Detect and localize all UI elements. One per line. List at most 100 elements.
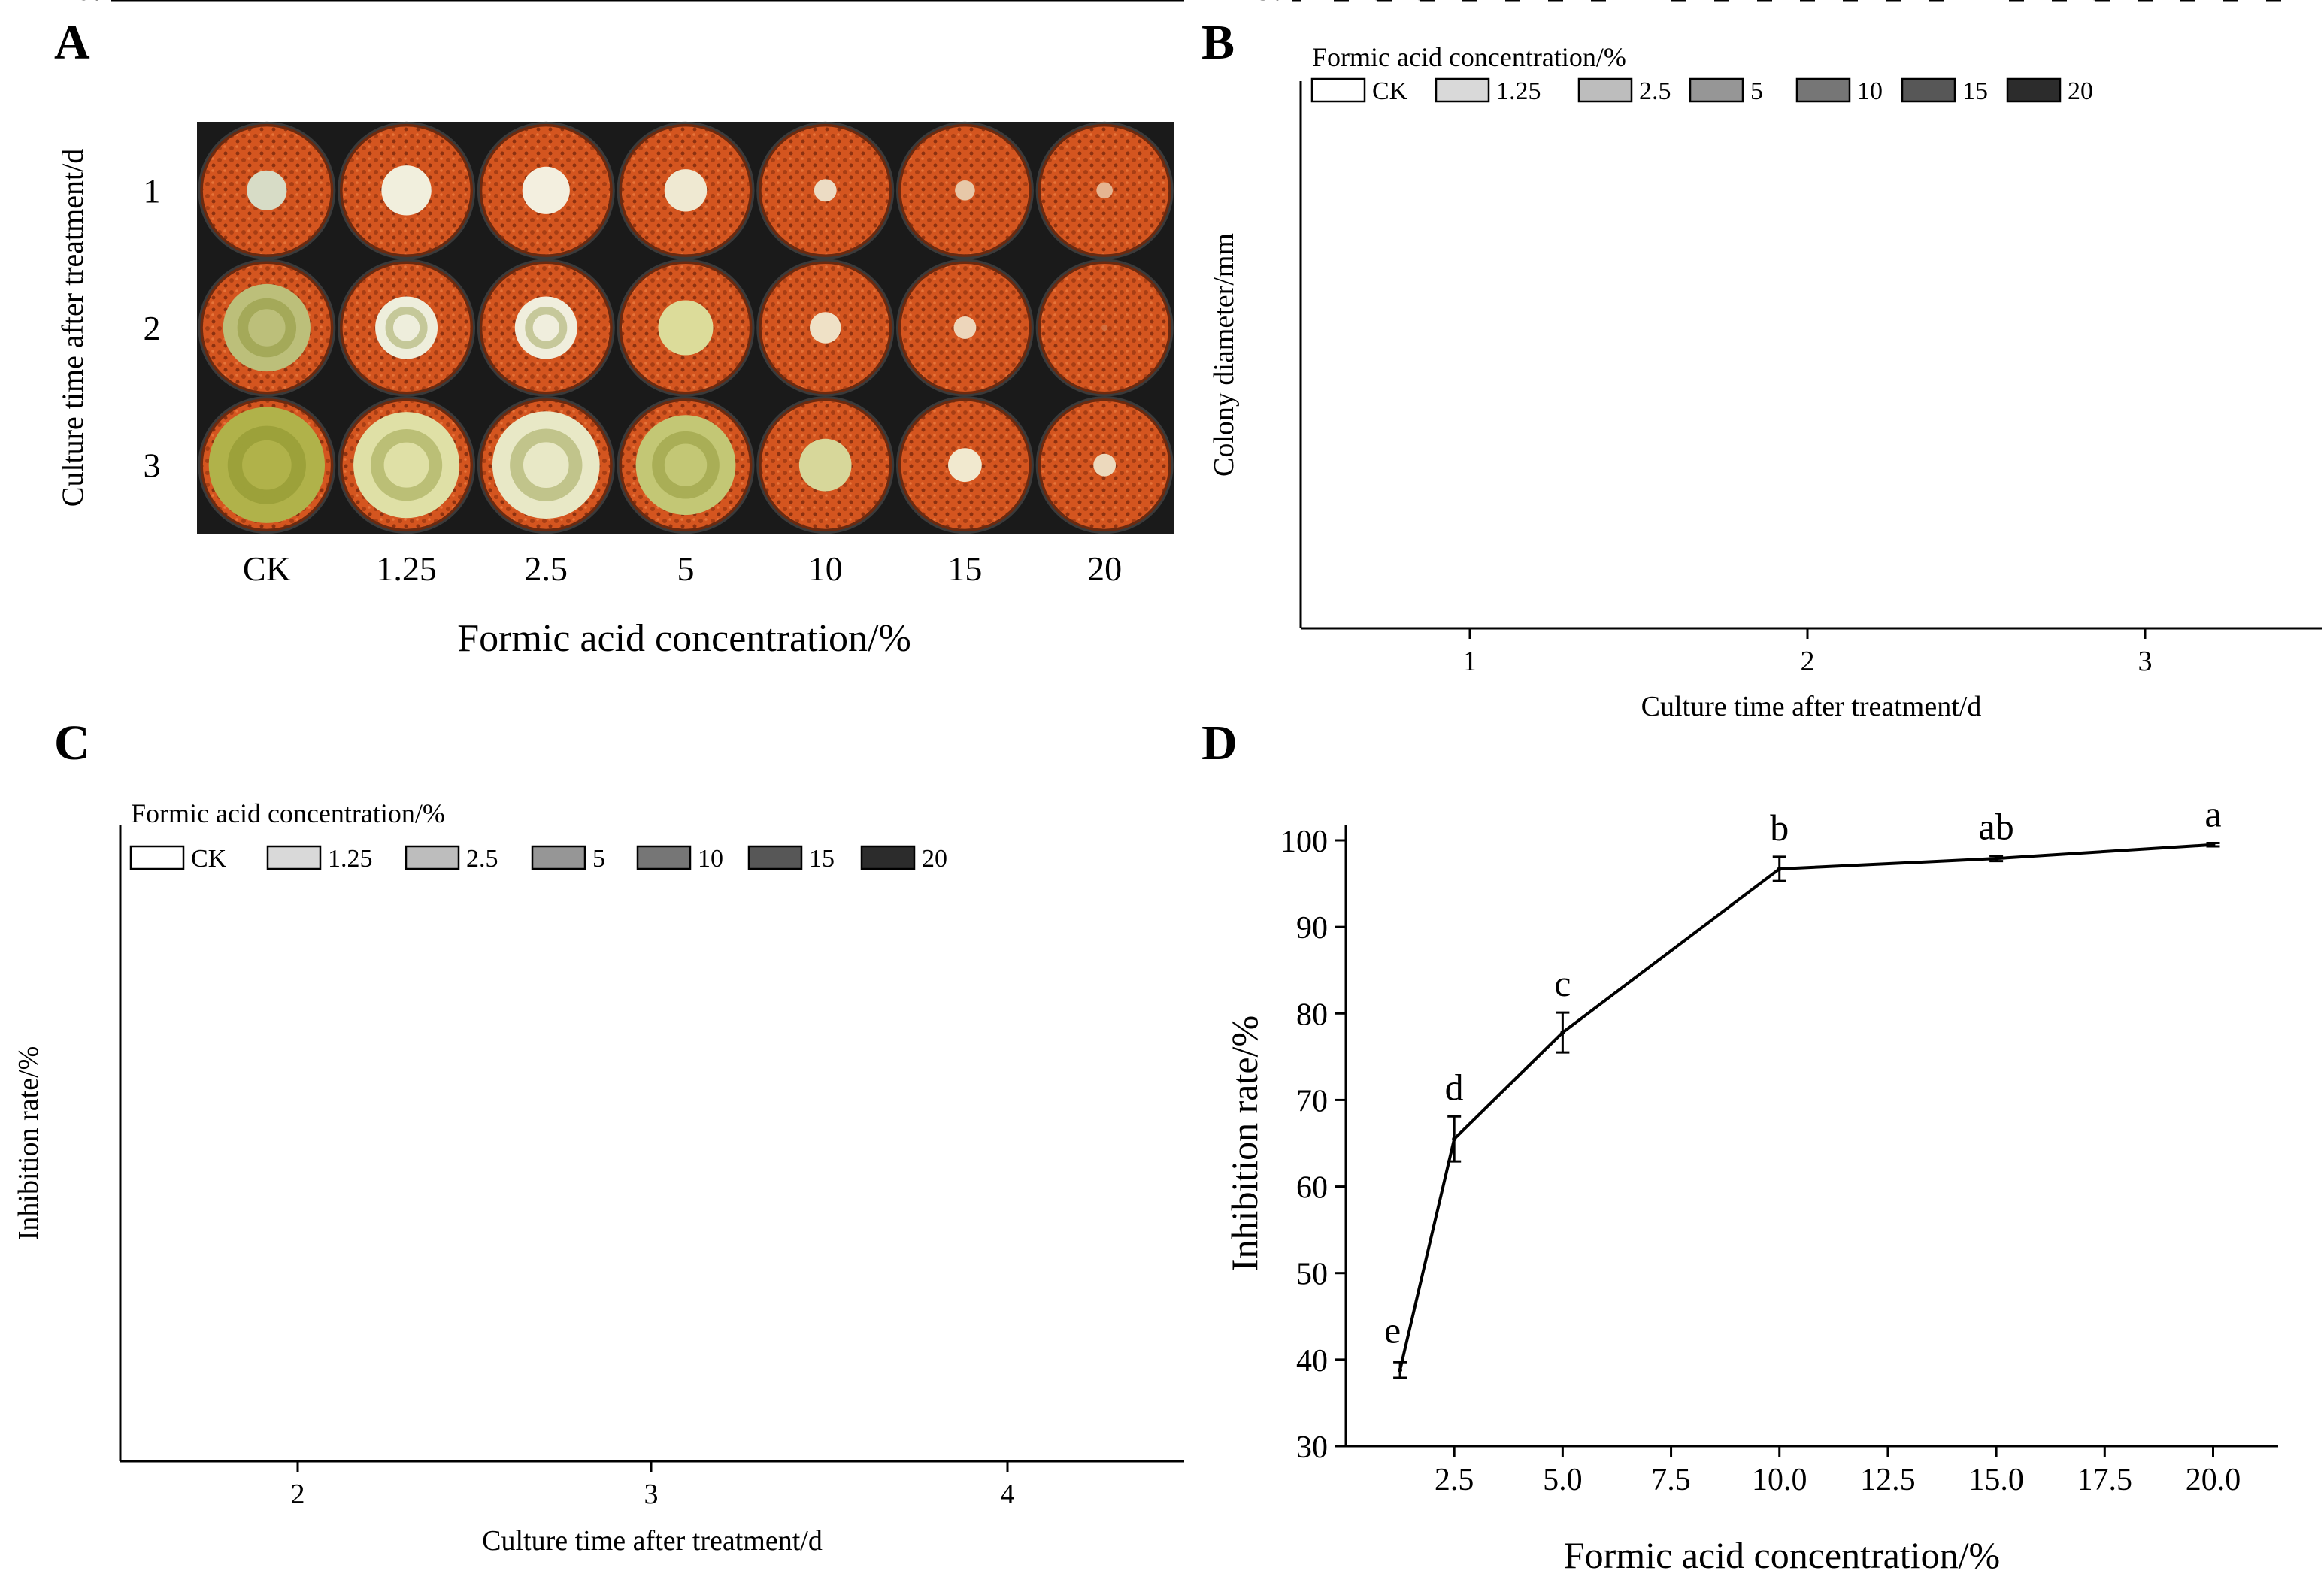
column-label: 5 xyxy=(677,549,695,588)
significance-letter: c xyxy=(1507,0,1518,6)
significance-letter: b xyxy=(1103,0,1117,6)
fungal-colony xyxy=(955,180,975,201)
fungal-colony xyxy=(247,170,287,210)
significance-letter: ab xyxy=(1979,806,2014,848)
legend-swatch xyxy=(405,845,460,870)
legend-label: 15 xyxy=(809,845,835,873)
fungal-colony-center xyxy=(525,306,568,350)
y-axis-label: Inhibition rate/% xyxy=(1223,1015,1265,1271)
column-label: 2.5 xyxy=(525,549,568,588)
fungal-colony-center xyxy=(237,298,297,358)
column-label: CK xyxy=(243,549,291,588)
fungal-colony-center xyxy=(385,306,428,350)
x-tick-label: 15.0 xyxy=(1968,1463,2024,1497)
y-tick-label: 40 xyxy=(77,0,104,6)
significance-letter: a xyxy=(2204,792,2221,834)
x-tick-label: 3 xyxy=(644,1479,659,1510)
significance-letter: e xyxy=(1384,1309,1401,1351)
significance-letter: b xyxy=(240,0,253,6)
significance-letter: a xyxy=(343,0,355,6)
column-label: 10 xyxy=(808,549,843,588)
y-tick-label: 60 xyxy=(1296,1171,1328,1206)
significance-letter: b xyxy=(1930,0,1943,6)
significance-letter: ab xyxy=(2090,0,2114,6)
significance-letter: a xyxy=(747,0,759,6)
significance-letter: b xyxy=(1464,0,1477,6)
fungal-colony xyxy=(658,300,714,356)
significance-letter: b xyxy=(1887,0,1900,6)
significance-letter: a xyxy=(1801,0,1813,6)
significance-letter: a xyxy=(394,0,406,6)
significance-letter: ab xyxy=(1372,0,1396,6)
significance-letter: b xyxy=(1844,0,1857,6)
fungal-colony-center xyxy=(510,428,583,501)
y-tick-label: 10 xyxy=(1257,0,1284,6)
legend-label: 10 xyxy=(698,845,723,873)
x-tick-label: 4 xyxy=(1001,1479,1015,1510)
panel-d: 30 40 50 60 70 80 90 100 2.5 5.0 7.5 10.0 12.5 15.0 17… xyxy=(1223,792,2278,1576)
data-point xyxy=(2210,842,2216,847)
x-tick-label: 5.0 xyxy=(1543,1463,1583,1497)
fungal-colony xyxy=(948,448,982,483)
significance-letter: c xyxy=(1554,962,1571,1004)
x-axis-label: Culture time after treatment/d xyxy=(1641,691,1982,722)
x-tick-label: 10.0 xyxy=(1752,1463,1807,1497)
fungal-colony xyxy=(1096,182,1113,199)
panel-letter-d: D xyxy=(1201,716,1238,770)
y-tick-label: 80 xyxy=(77,0,104,6)
y-tick-label: 90 xyxy=(1296,911,1328,946)
y-tick-label: 80 xyxy=(1296,997,1328,1032)
x-tick-label: 3 xyxy=(2138,646,2153,677)
legend-label: 1.25 xyxy=(328,845,373,873)
legend-swatch xyxy=(1689,77,1744,103)
panel-a-y-axis-label: Culture time after treatment/d xyxy=(56,149,89,507)
significance-letter: a xyxy=(1155,0,1167,6)
x-axis-label: Culture time after treatment/d xyxy=(482,1525,823,1557)
legend-swatch xyxy=(1435,77,1490,103)
significance-letter: c xyxy=(1550,0,1561,6)
panel-c: 020406080234bbbaaabbbaaadcdcbbaFormic ac… xyxy=(13,0,1184,1557)
y-tick-label: 20 xyxy=(1257,0,1284,6)
column-label: 15 xyxy=(947,549,982,588)
column-label: 20 xyxy=(1087,549,1122,588)
significance-letter: b xyxy=(1770,807,1789,849)
legend-swatch xyxy=(1310,77,1366,103)
significance-letter: b xyxy=(2139,0,2152,6)
significance-letter: a xyxy=(1673,0,1684,6)
legend-label: 10 xyxy=(1857,77,1883,105)
column-label: 1.25 xyxy=(376,549,437,588)
significance-letter: d xyxy=(898,0,912,6)
x-tick-label: 1 xyxy=(1463,646,1477,677)
data-point xyxy=(1560,1030,1565,1035)
panel-b: 1020304050123aababbcccaaaabbbaaabbccdFor… xyxy=(1208,0,2322,722)
y-tick-label: 50 xyxy=(1296,1258,1328,1292)
legend-swatch xyxy=(2006,77,2062,103)
panel-letter-c: C xyxy=(54,716,90,770)
legend-swatch xyxy=(129,845,185,870)
fungal-colony xyxy=(1101,324,1108,331)
legend-swatch xyxy=(1795,77,1851,103)
row-label: 1 xyxy=(144,171,161,210)
legend-swatch xyxy=(860,845,916,870)
legend-swatch xyxy=(1577,77,1633,103)
significance-letter: b xyxy=(644,0,658,6)
significance-letter: c xyxy=(2182,0,2193,6)
legend-label: CK xyxy=(1372,77,1408,105)
y-tick-label: 70 xyxy=(1296,1084,1328,1118)
legend-swatch xyxy=(531,845,586,870)
y-axis-label: Colony diameter/mm xyxy=(1208,233,1240,477)
x-tick-label: 20.0 xyxy=(2186,1463,2241,1497)
fungal-colony-center xyxy=(370,429,443,501)
legend-label: CK xyxy=(191,845,227,873)
significance-letter: c xyxy=(1592,0,1604,6)
fungal-colony xyxy=(522,166,570,214)
row-label: 2 xyxy=(144,309,161,347)
significance-letter: d xyxy=(2268,0,2280,6)
significance-letter: d xyxy=(1445,1066,1464,1108)
x-axis-label: Formic acid concentration/% xyxy=(1564,1534,2000,1576)
significance-letter: cd xyxy=(944,0,969,6)
fungal-colony xyxy=(664,169,708,212)
data-point xyxy=(1777,866,1782,871)
y-tick-label: 50 xyxy=(1257,0,1284,6)
